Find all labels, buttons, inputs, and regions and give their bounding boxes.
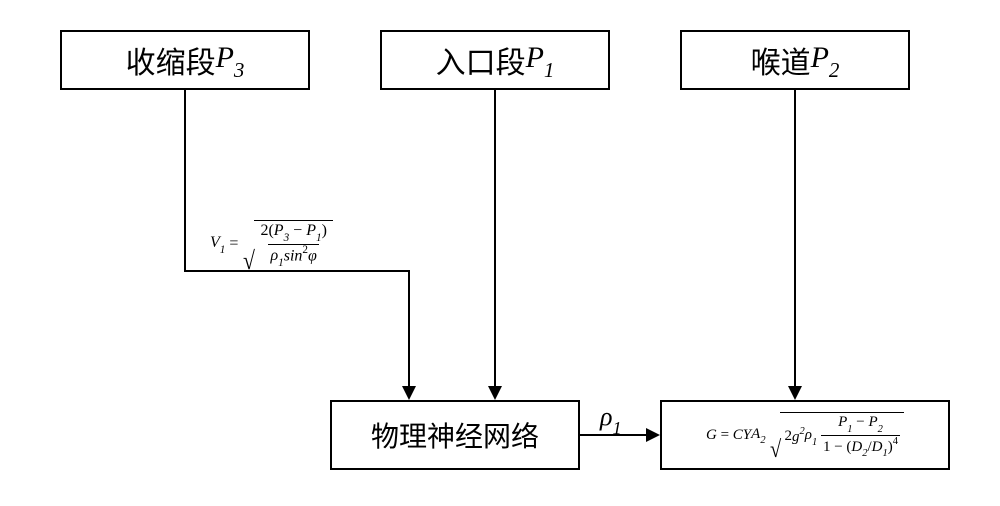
node-throat-P2: 喉道 P2	[680, 30, 910, 90]
node-physics-neural-network: 物理神经网络	[330, 400, 580, 470]
node-contraction-P3: 收缩段 P3	[60, 30, 310, 90]
edge-label-V1-formula: V1 = √ 2(P3 − P1) ρ1sin2φ	[210, 220, 333, 268]
edge-P3-arrowhead	[402, 386, 416, 400]
node-G-formula: G = CYA2 √ 2g2ρ1 P1 − P2 1 − (D2/D1)4	[660, 400, 950, 470]
G-formula-content: G = CYA2 √ 2g2ρ1 P1 − P2 1 − (D2/D1)4	[706, 412, 904, 457]
edge-nn-to-G-arrowhead	[646, 428, 660, 442]
edge-label-rho1: ρ1	[600, 402, 622, 436]
node-throat-symbol: P2	[811, 41, 840, 80]
edge-P3-segment-down	[184, 90, 186, 270]
flowchart-canvas: 收缩段 P3 入口段 P1 喉道 P2 物理神经网络 G = CYA2 √	[0, 0, 1000, 506]
edge-P3-segment-right	[184, 270, 410, 272]
node-inlet-label: 入口段	[436, 38, 526, 82]
node-inlet-symbol: P1	[526, 41, 555, 80]
node-inlet-P1: 入口段 P1	[380, 30, 610, 90]
edge-P2-segment-down	[794, 90, 796, 388]
edge-P1-arrowhead	[488, 386, 502, 400]
edge-P1-segment-down	[494, 90, 496, 388]
node-contraction-symbol: P3	[216, 41, 245, 80]
edge-P2-arrowhead	[788, 386, 802, 400]
edge-nn-to-G-segment	[580, 434, 648, 436]
node-contraction-label: 收缩段	[126, 38, 216, 82]
nn-label: 物理神经网络	[371, 415, 539, 455]
edge-P3-segment-into-nn	[408, 270, 410, 388]
node-throat-label: 喉道	[751, 38, 811, 82]
